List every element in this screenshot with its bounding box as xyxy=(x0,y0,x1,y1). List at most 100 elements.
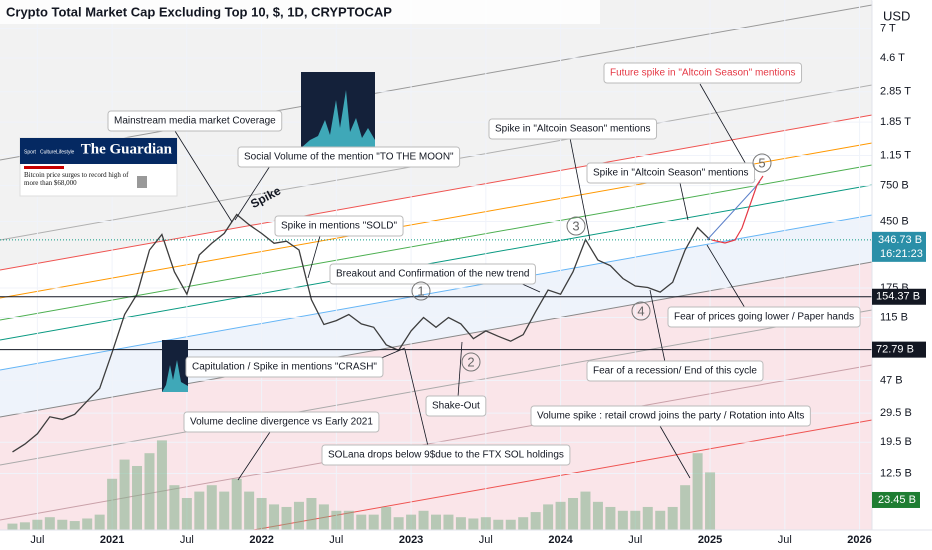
volume-bar xyxy=(705,472,716,530)
wave-circle xyxy=(631,301,651,321)
note-box xyxy=(274,215,404,237)
thumb-chart xyxy=(301,90,375,148)
x-tick-label: 2022 xyxy=(249,534,273,546)
volume-bar xyxy=(119,459,130,530)
volume-bar xyxy=(256,497,267,530)
volume-bar xyxy=(132,465,143,530)
news-masthead: The Guardian xyxy=(81,141,173,157)
news-headline-box: Bitcoin price surges to record high of m… xyxy=(24,171,129,187)
volume-bar xyxy=(144,453,155,530)
volume-bar xyxy=(19,522,30,530)
leader-line xyxy=(307,235,321,279)
projection-path xyxy=(711,175,764,244)
wave-circle xyxy=(461,352,481,372)
wave-circle xyxy=(752,153,772,173)
x-tick-label: Jul xyxy=(479,534,493,546)
volume-bar xyxy=(493,519,504,530)
volume-bar xyxy=(244,491,255,530)
leader-line xyxy=(174,130,233,223)
wave-circle xyxy=(411,281,431,301)
volume-bar xyxy=(530,512,541,530)
x-tick-label: Jul xyxy=(778,534,792,546)
volume-bar xyxy=(368,514,379,530)
channel-line xyxy=(0,114,873,271)
x-tick-label: 2021 xyxy=(100,534,124,546)
note-text: SOLana drops below 9$due to the FTX SOL … xyxy=(328,450,564,461)
volume-bar xyxy=(293,501,304,530)
volume-bar xyxy=(642,506,653,530)
volume-bar xyxy=(231,478,242,530)
x-tick-label: 2024 xyxy=(548,534,573,546)
price-line xyxy=(12,213,711,453)
last-price-tag xyxy=(872,231,926,262)
wave-label: 1 xyxy=(417,283,424,298)
volume-bar xyxy=(406,514,417,530)
crash-thumb xyxy=(162,340,188,392)
note-text: Capitulation / Spike in mentions "CRASH" xyxy=(192,362,377,373)
note-box xyxy=(586,162,756,184)
volume-bar xyxy=(57,519,68,530)
y-tick-label: 29.5 B xyxy=(880,407,912,419)
volume-label: 23.45 B xyxy=(878,494,916,506)
volume-bar xyxy=(281,506,292,530)
price-level-tag xyxy=(872,341,926,358)
volume-bar xyxy=(605,506,616,530)
last-price-label: 346.73 B xyxy=(878,234,922,246)
plot-area xyxy=(0,213,872,530)
y-tick-label: 750 B xyxy=(880,179,909,191)
note-text: Breakout and Confirmation of the new tre… xyxy=(336,269,529,280)
note-box xyxy=(530,405,811,427)
volume-bar xyxy=(82,518,93,530)
volume-bar xyxy=(343,510,354,530)
volume-bar xyxy=(592,501,603,530)
volume-bar xyxy=(94,514,105,530)
volume-bar xyxy=(455,517,466,530)
leader-line xyxy=(569,137,591,241)
note-text: Volume spike : retail crowd joins the pa… xyxy=(537,411,804,422)
volume-bar xyxy=(381,506,392,530)
volume-bar xyxy=(480,517,491,530)
news-tag xyxy=(24,166,64,169)
thumb-chart xyxy=(162,360,188,392)
leader-line xyxy=(679,182,689,221)
volume-bar xyxy=(219,491,230,530)
volume-bar xyxy=(505,519,516,530)
note-text: Shake-Out xyxy=(432,401,480,412)
x-tick-label: Jul xyxy=(329,534,343,546)
volume-bar xyxy=(356,514,367,530)
currency: USD xyxy=(883,8,910,23)
leader-line xyxy=(659,425,691,479)
chart-title: Crypto Total Market Cap Excluding Top 10… xyxy=(6,4,392,19)
volume-bar xyxy=(443,514,454,530)
x-tick-label: 2025 xyxy=(698,534,722,546)
y-tick-label: 1.15 T xyxy=(880,149,911,161)
volume-bar xyxy=(393,517,404,530)
leader-line xyxy=(649,289,666,363)
y-tick-label: 450 B xyxy=(880,215,909,227)
volume-bar xyxy=(667,506,678,530)
volume-bar xyxy=(617,510,628,530)
channel-line xyxy=(0,309,873,466)
channel-line xyxy=(0,214,873,371)
x-tick-label: Jul xyxy=(628,534,642,546)
channel-line xyxy=(0,184,873,341)
volume-bar xyxy=(44,517,55,530)
volume-bar xyxy=(69,521,80,530)
note-box xyxy=(107,110,283,132)
volume-bar xyxy=(32,519,43,530)
note-text: Spike in "Altcoin Season" mentions xyxy=(495,124,651,135)
news-headline: Bitcoin price surges to record high of m… xyxy=(24,171,129,187)
leader-line xyxy=(706,244,746,309)
volume-bar xyxy=(580,491,591,530)
wave-label: 2 xyxy=(467,354,474,369)
title-bg xyxy=(0,0,600,24)
countdown: 16:21:23 xyxy=(880,248,923,260)
social-volume-thumb xyxy=(301,72,375,148)
news-avatar xyxy=(137,176,147,188)
annotations: Future spike in "Altcoin Season" mention… xyxy=(107,62,861,481)
y-tick-label: 12.5 B xyxy=(880,467,912,479)
news-clip: The Guardian Sport Culture Lifestyle Bit… xyxy=(19,137,178,197)
news-header xyxy=(20,138,177,164)
volume-bar xyxy=(169,485,180,530)
price-level-label: 154.37 B xyxy=(876,291,920,303)
